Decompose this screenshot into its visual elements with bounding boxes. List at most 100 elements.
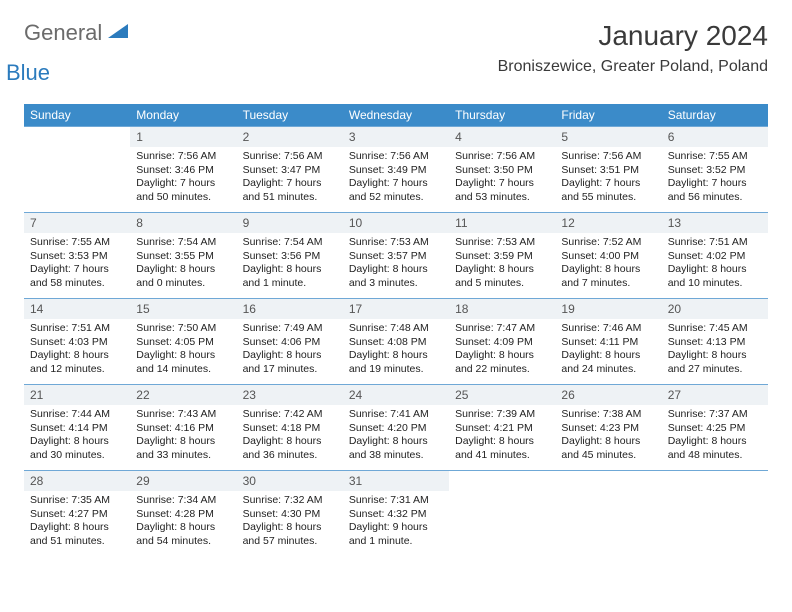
daylight-text: Daylight: 8 hours and 12 minutes.	[30, 349, 124, 376]
sunrise-text: Sunrise: 7:56 AM	[243, 150, 337, 164]
day-number: 8	[130, 213, 236, 233]
sunset-text: Sunset: 4:21 PM	[455, 422, 549, 436]
sunset-text: Sunset: 4:20 PM	[349, 422, 443, 436]
calendar-day-cell: 20Sunrise: 7:45 AMSunset: 4:13 PMDayligh…	[662, 299, 768, 385]
sunrise-text: Sunrise: 7:34 AM	[136, 494, 230, 508]
daylight-text: Daylight: 7 hours and 56 minutes.	[668, 177, 762, 204]
daylight-text: Daylight: 8 hours and 27 minutes.	[668, 349, 762, 376]
daylight-text: Daylight: 8 hours and 36 minutes.	[243, 435, 337, 462]
sunset-text: Sunset: 4:16 PM	[136, 422, 230, 436]
sunrise-text: Sunrise: 7:55 AM	[30, 236, 124, 250]
calendar-day-cell: 16Sunrise: 7:49 AMSunset: 4:06 PMDayligh…	[237, 299, 343, 385]
sunset-text: Sunset: 4:09 PM	[455, 336, 549, 350]
day-number: 4	[449, 127, 555, 147]
day-number: 9	[237, 213, 343, 233]
sun-times: Sunrise: 7:51 AMSunset: 4:03 PMDaylight:…	[24, 319, 130, 381]
sun-times: Sunrise: 7:31 AMSunset: 4:32 PMDaylight:…	[343, 491, 449, 553]
daylight-text: Daylight: 8 hours and 24 minutes.	[561, 349, 655, 376]
calendar-day-cell	[555, 471, 661, 557]
day-number: 28	[24, 471, 130, 491]
sunrise-text: Sunrise: 7:56 AM	[561, 150, 655, 164]
sunrise-text: Sunrise: 7:39 AM	[455, 408, 549, 422]
sunrise-text: Sunrise: 7:54 AM	[136, 236, 230, 250]
sun-times: Sunrise: 7:41 AMSunset: 4:20 PMDaylight:…	[343, 405, 449, 467]
sunrise-text: Sunrise: 7:41 AM	[349, 408, 443, 422]
daylight-text: Daylight: 8 hours and 51 minutes.	[30, 521, 124, 548]
sun-times: Sunrise: 7:50 AMSunset: 4:05 PMDaylight:…	[130, 319, 236, 381]
calendar-week-row: 7Sunrise: 7:55 AMSunset: 3:53 PMDaylight…	[24, 213, 768, 299]
day-number: 13	[662, 213, 768, 233]
calendar-day-cell: 31Sunrise: 7:31 AMSunset: 4:32 PMDayligh…	[343, 471, 449, 557]
sun-times: Sunrise: 7:52 AMSunset: 4:00 PMDaylight:…	[555, 233, 661, 295]
day-number: 27	[662, 385, 768, 405]
sunset-text: Sunset: 3:57 PM	[349, 250, 443, 264]
sunset-text: Sunset: 4:11 PM	[561, 336, 655, 350]
calendar-day-cell: 3Sunrise: 7:56 AMSunset: 3:49 PMDaylight…	[343, 127, 449, 213]
sunset-text: Sunset: 4:00 PM	[561, 250, 655, 264]
day-number: 10	[343, 213, 449, 233]
calendar-day-cell	[24, 127, 130, 213]
sunset-text: Sunset: 4:06 PM	[243, 336, 337, 350]
sunset-text: Sunset: 3:49 PM	[349, 164, 443, 178]
sunset-text: Sunset: 3:46 PM	[136, 164, 230, 178]
calendar-day-cell: 28Sunrise: 7:35 AMSunset: 4:27 PMDayligh…	[24, 471, 130, 557]
day-number: 18	[449, 299, 555, 319]
day-number: 5	[555, 127, 661, 147]
daylight-text: Daylight: 9 hours and 1 minute.	[349, 521, 443, 548]
daylight-text: Daylight: 8 hours and 30 minutes.	[30, 435, 124, 462]
sunrise-text: Sunrise: 7:35 AM	[30, 494, 124, 508]
day-number: 7	[24, 213, 130, 233]
sun-times: Sunrise: 7:56 AMSunset: 3:51 PMDaylight:…	[555, 147, 661, 209]
calendar-day-cell: 4Sunrise: 7:56 AMSunset: 3:50 PMDaylight…	[449, 127, 555, 213]
calendar-day-cell: 14Sunrise: 7:51 AMSunset: 4:03 PMDayligh…	[24, 299, 130, 385]
sunrise-text: Sunrise: 7:44 AM	[30, 408, 124, 422]
sunrise-text: Sunrise: 7:38 AM	[561, 408, 655, 422]
day-number: 22	[130, 385, 236, 405]
sunrise-text: Sunrise: 7:37 AM	[668, 408, 762, 422]
daylight-text: Daylight: 8 hours and 5 minutes.	[455, 263, 549, 290]
calendar-day-cell: 6Sunrise: 7:55 AMSunset: 3:52 PMDaylight…	[662, 127, 768, 213]
sunset-text: Sunset: 4:05 PM	[136, 336, 230, 350]
day-number	[24, 127, 130, 133]
calendar-day-cell: 2Sunrise: 7:56 AMSunset: 3:47 PMDaylight…	[237, 127, 343, 213]
sunset-text: Sunset: 4:02 PM	[668, 250, 762, 264]
day-header: Monday	[130, 104, 236, 127]
sunrise-text: Sunrise: 7:47 AM	[455, 322, 549, 336]
sun-times: Sunrise: 7:55 AMSunset: 3:53 PMDaylight:…	[24, 233, 130, 295]
sun-times: Sunrise: 7:38 AMSunset: 4:23 PMDaylight:…	[555, 405, 661, 467]
calendar-day-cell: 21Sunrise: 7:44 AMSunset: 4:14 PMDayligh…	[24, 385, 130, 471]
logo-text-blue: Blue	[6, 60, 129, 86]
sun-times: Sunrise: 7:47 AMSunset: 4:09 PMDaylight:…	[449, 319, 555, 381]
daylight-text: Daylight: 8 hours and 19 minutes.	[349, 349, 443, 376]
daylight-text: Daylight: 8 hours and 48 minutes.	[668, 435, 762, 462]
sun-times: Sunrise: 7:37 AMSunset: 4:25 PMDaylight:…	[662, 405, 768, 467]
sunset-text: Sunset: 3:51 PM	[561, 164, 655, 178]
day-number: 24	[343, 385, 449, 405]
day-header: Saturday	[662, 104, 768, 127]
sunrise-text: Sunrise: 7:51 AM	[30, 322, 124, 336]
sunrise-text: Sunrise: 7:56 AM	[455, 150, 549, 164]
sunset-text: Sunset: 4:23 PM	[561, 422, 655, 436]
sunrise-text: Sunrise: 7:54 AM	[243, 236, 337, 250]
daylight-text: Daylight: 8 hours and 14 minutes.	[136, 349, 230, 376]
sunrise-text: Sunrise: 7:52 AM	[561, 236, 655, 250]
daylight-text: Daylight: 7 hours and 55 minutes.	[561, 177, 655, 204]
calendar-day-cell: 13Sunrise: 7:51 AMSunset: 4:02 PMDayligh…	[662, 213, 768, 299]
sunrise-text: Sunrise: 7:55 AM	[668, 150, 762, 164]
sun-times: Sunrise: 7:43 AMSunset: 4:16 PMDaylight:…	[130, 405, 236, 467]
sunset-text: Sunset: 4:30 PM	[243, 508, 337, 522]
daylight-text: Daylight: 7 hours and 53 minutes.	[455, 177, 549, 204]
sunrise-text: Sunrise: 7:53 AM	[455, 236, 549, 250]
location-text: Broniszewice, Greater Poland, Poland	[498, 58, 768, 76]
calendar-day-cell: 29Sunrise: 7:34 AMSunset: 4:28 PMDayligh…	[130, 471, 236, 557]
day-number: 14	[24, 299, 130, 319]
sun-times: Sunrise: 7:34 AMSunset: 4:28 PMDaylight:…	[130, 491, 236, 553]
sun-times: Sunrise: 7:44 AMSunset: 4:14 PMDaylight:…	[24, 405, 130, 467]
day-number: 11	[449, 213, 555, 233]
day-header: Wednesday	[343, 104, 449, 127]
sunset-text: Sunset: 4:18 PM	[243, 422, 337, 436]
daylight-text: Daylight: 8 hours and 1 minute.	[243, 263, 337, 290]
calendar-week-row: 21Sunrise: 7:44 AMSunset: 4:14 PMDayligh…	[24, 385, 768, 471]
calendar-day-cell: 15Sunrise: 7:50 AMSunset: 4:05 PMDayligh…	[130, 299, 236, 385]
sunrise-text: Sunrise: 7:46 AM	[561, 322, 655, 336]
